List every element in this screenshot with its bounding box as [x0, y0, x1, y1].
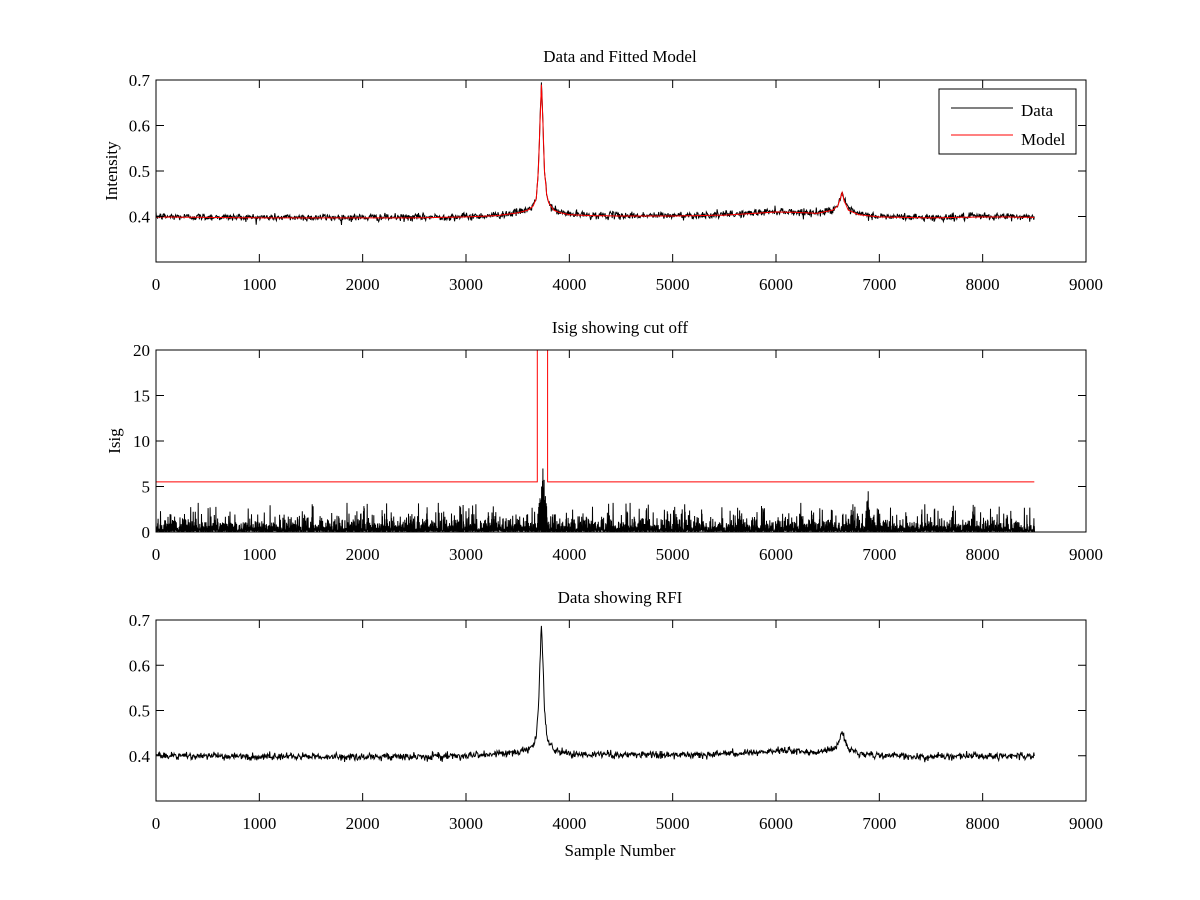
- y-tick-label: 15: [133, 387, 150, 406]
- y-tick-label: 0.5: [129, 162, 150, 181]
- y-tick-label: 20: [133, 341, 150, 360]
- y-tick-label: 0.6: [129, 656, 150, 675]
- chart-title: Data showing RFI: [558, 588, 683, 607]
- series-line-data: [156, 82, 1035, 226]
- x-tick-label: 2000: [346, 275, 380, 294]
- x-tick-label: 7000: [862, 545, 896, 564]
- subplot-data-and-fitted-model: Data and Fitted Model Intensity 0 1000 200…: [102, 47, 1103, 294]
- x-tick-label: 2000: [346, 814, 380, 833]
- plot-area: 0 1000 2000 3000 4000 5000 6000 7000 8000 9000 0.4…: [129, 611, 1103, 833]
- y-tick-label: 0.6: [129, 117, 150, 136]
- plot-area: 0 1000 2000 3000 4000 5000 6000 7000 8000 9000 0.4…: [129, 71, 1103, 294]
- y-tick-label: 0: [142, 523, 151, 542]
- x-tick-label: 0: [152, 545, 161, 564]
- legend: Data Model: [938, 88, 1077, 155]
- y-tick-label: 0.4: [129, 208, 151, 227]
- x-tick-label: 9000: [1069, 545, 1103, 564]
- x-tick-label: 9000: [1069, 275, 1103, 294]
- plot-area: 0 1000 2000 3000 4000 5000 6000 7000 8000 9000 0 5 1…: [133, 341, 1103, 564]
- y-tick-label: 0.7: [129, 611, 151, 630]
- chart-title: Isig showing cut off: [552, 318, 688, 337]
- x-axis-label: Sample Number: [565, 841, 676, 860]
- y-tick-label: 0.5: [129, 702, 150, 721]
- x-tick-label: 0: [152, 814, 161, 833]
- x-tick-label: 5000: [656, 275, 690, 294]
- x-tick-label: 3000: [449, 275, 483, 294]
- x-tick-label: 3000: [449, 545, 483, 564]
- y-tick-label: 5: [142, 478, 151, 497]
- legend-box: [938, 88, 1077, 155]
- y-axis-label: Intensity: [102, 141, 121, 201]
- x-tick-label: 4000: [552, 814, 586, 833]
- subplot-data-showing-rfi: Data showing RFI Sample Number 0 1000 2000…: [129, 588, 1103, 860]
- y-axis-label: Isig: [105, 428, 124, 454]
- series-line-isig: [156, 468, 1035, 532]
- x-tick-label: 7000: [862, 275, 896, 294]
- x-tick-label: 8000: [966, 545, 1000, 564]
- x-tick-label: 1000: [242, 275, 276, 294]
- x-tick-label: 4000: [552, 545, 586, 564]
- series-line-cut-off: [156, 350, 1035, 483]
- legend-data-label: Data: [1021, 101, 1054, 120]
- x-tick-label: 1000: [242, 814, 276, 833]
- legend-model-label: Model: [1021, 130, 1066, 149]
- x-tick-label: 1000: [242, 545, 276, 564]
- chart-title: Data and Fitted Model: [543, 47, 697, 66]
- x-tick-label: 6000: [759, 545, 793, 564]
- x-tick-label: 0: [152, 275, 161, 294]
- x-tick-label: 3000: [449, 814, 483, 833]
- subplot-isig-showing-cut-off: Isig showing cut off Isig 0 1000 2000 3000 4…: [105, 318, 1103, 564]
- series-group: [156, 350, 1035, 532]
- x-tick-label: 8000: [966, 814, 1000, 833]
- x-tick-label: 6000: [759, 275, 793, 294]
- y-tick-label: 0.7: [129, 71, 151, 90]
- y-tick-label: 10: [133, 432, 150, 451]
- x-tick-label: 8000: [966, 275, 1000, 294]
- x-tick-label: 5000: [656, 545, 690, 564]
- x-tick-label: 4000: [552, 275, 586, 294]
- y-tick-label: 0.4: [129, 747, 151, 766]
- x-tick-label: 5000: [656, 814, 690, 833]
- x-tick-label: 7000: [862, 814, 896, 833]
- x-tick-label: 6000: [759, 814, 793, 833]
- series-line-model: [156, 84, 1035, 219]
- x-tick-label: 9000: [1069, 814, 1103, 833]
- series-line-data: [156, 625, 1035, 763]
- x-tick-label: 2000: [346, 545, 380, 564]
- series-group: [156, 625, 1035, 763]
- series-group: [156, 82, 1035, 226]
